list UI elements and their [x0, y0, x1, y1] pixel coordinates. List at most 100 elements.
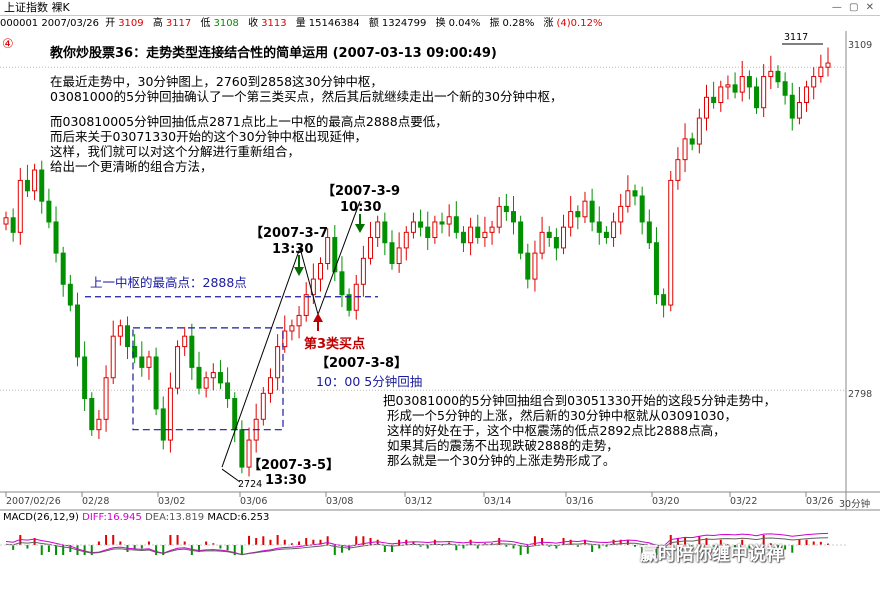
candle-body: [368, 237, 374, 259]
candle-series: [3, 47, 831, 477]
candle-body: [625, 190, 631, 207]
paragraph-3: 把03081000的5分钟回抽组合到03051330开始的这段5分钟走势中， 形…: [383, 393, 776, 468]
close-label: 收: [248, 18, 259, 29]
candle-body: [818, 66, 824, 78]
candle-body: [761, 76, 767, 109]
candle-body: [668, 179, 674, 306]
candle-body: [632, 190, 638, 197]
candle-body: [754, 86, 760, 109]
amt-value: 1324799: [381, 18, 427, 29]
high-value: 3117: [165, 18, 192, 29]
candle-body: [146, 356, 152, 368]
chg-label: 涨: [543, 18, 554, 29]
period-label: 30分钟: [839, 499, 871, 510]
candle-body: [589, 200, 595, 223]
macd-panel: [0, 532, 846, 556]
candle-body: [682, 138, 688, 161]
candle-body: [539, 231, 545, 254]
candle-body: [789, 94, 795, 119]
candle-body: [60, 252, 66, 285]
candle-body: [711, 96, 717, 104]
candle-body: [67, 283, 73, 306]
candle-body: [775, 70, 781, 83]
candle-body: [46, 200, 52, 223]
para3-line: 如果其后的震荡不出现跌破2888的走势，: [387, 438, 619, 453]
candle-body: [446, 216, 452, 225]
para2-line: 这样，我们就可以对这个分解进行重新组合，: [50, 144, 301, 159]
candle-body: [825, 62, 831, 68]
quote-date: 000001 2007/03/26: [0, 18, 99, 29]
candle-body: [804, 86, 810, 104]
candle-body: [661, 294, 667, 306]
candle-body: [389, 242, 395, 265]
candle-body: [603, 231, 609, 239]
window-titlebar: 上证指数 裸K — ▢ ✕: [0, 0, 880, 16]
candle-body: [468, 226, 474, 244]
candle-body: [425, 226, 431, 239]
para1-line: 03081000的5分钟回抽确认了一个第三类买点，然后其后就继续走出一个新的30…: [50, 89, 563, 104]
x-tick: 03/16: [566, 496, 594, 507]
amp-label: 振: [489, 18, 500, 29]
candle-body: [725, 84, 731, 88]
candle-body: [703, 96, 709, 119]
candle-body: [167, 387, 173, 441]
diff-label: DIFF:: [82, 512, 107, 523]
label-2007-3-5-time: 13:30: [265, 473, 307, 488]
candle-body: [618, 205, 624, 223]
x-tick: 03/06: [240, 496, 268, 507]
para3-line: 那么就是一个30分钟的上涨走势形成了。: [387, 453, 616, 468]
candle-body: [139, 356, 145, 368]
macd-info-bar: MACD(26,12,9) DIFF:16.945 DEA:13.819 MAC…: [0, 511, 880, 524]
candle-body: [117, 325, 123, 337]
chart-grid: [0, 31, 880, 511]
turn-label: 换: [435, 18, 446, 29]
low-label: 低: [200, 18, 211, 29]
candle-body: [768, 70, 774, 78]
para2-line: 而后来关于03071330开始的这个30分钟中枢出现延伸，: [50, 129, 368, 144]
candle-body: [232, 398, 238, 431]
candle-body: [318, 263, 324, 280]
candle-body: [303, 294, 309, 316]
candle-body: [239, 429, 245, 468]
candle-body: [503, 205, 509, 213]
candle-body: [125, 325, 131, 348]
candle-body: [418, 221, 424, 228]
x-tick: 03/02: [158, 496, 186, 507]
open-value: 3109: [118, 18, 144, 29]
candle-body: [582, 200, 588, 218]
candle-body: [575, 211, 581, 218]
candle-body: [553, 237, 559, 249]
candle-body: [646, 221, 652, 244]
para3-line: 形成一个5分钟的上涨，然后新的30分钟中枢就从03091030，: [387, 408, 737, 423]
candle-body: [296, 314, 302, 327]
candle-body: [475, 226, 481, 239]
candle-body: [210, 372, 216, 379]
y-tick-3109: 3109: [848, 40, 873, 51]
label-2007-3-9: 【2007-3-9: [322, 184, 401, 199]
candle-body: [24, 179, 30, 192]
x-tick: 03/20: [652, 496, 680, 507]
candle-body: [696, 117, 702, 145]
paragraph-1: 在最近走势中，30分钟图上，2760到2858这30分钟中枢， 03081000…: [50, 74, 562, 104]
candle-body: [382, 221, 388, 244]
candle-body: [811, 76, 817, 88]
article-title: 教你炒股票36：走势类型连接结合性的简单运用 (2007-03-13 09:00…: [50, 46, 497, 61]
paragraph-2: 而030810005分钟回抽低点2871点比上一中枢的最高点2888点要低， 而…: [50, 114, 448, 174]
candle-body: [53, 221, 59, 254]
candle-body: [10, 217, 16, 233]
candle-body: [532, 252, 538, 280]
window-controls[interactable]: — ▢ ✕: [831, 2, 876, 13]
candle-body: [689, 138, 695, 145]
candle-body: [217, 372, 223, 384]
candle-body: [110, 335, 116, 379]
candle-body: [82, 356, 88, 400]
high-label: 高: [152, 18, 163, 29]
candle-body: [310, 278, 316, 296]
candle-body: [175, 346, 181, 389]
quote-info-bar: 000001 2007/03/26 开 3109 高 3117 低 3108 收 311…: [0, 16, 880, 31]
arrow-head-3-7: [294, 267, 304, 276]
candle-body: [375, 221, 381, 239]
candle-body: [496, 205, 502, 228]
candle-body: [103, 377, 109, 420]
